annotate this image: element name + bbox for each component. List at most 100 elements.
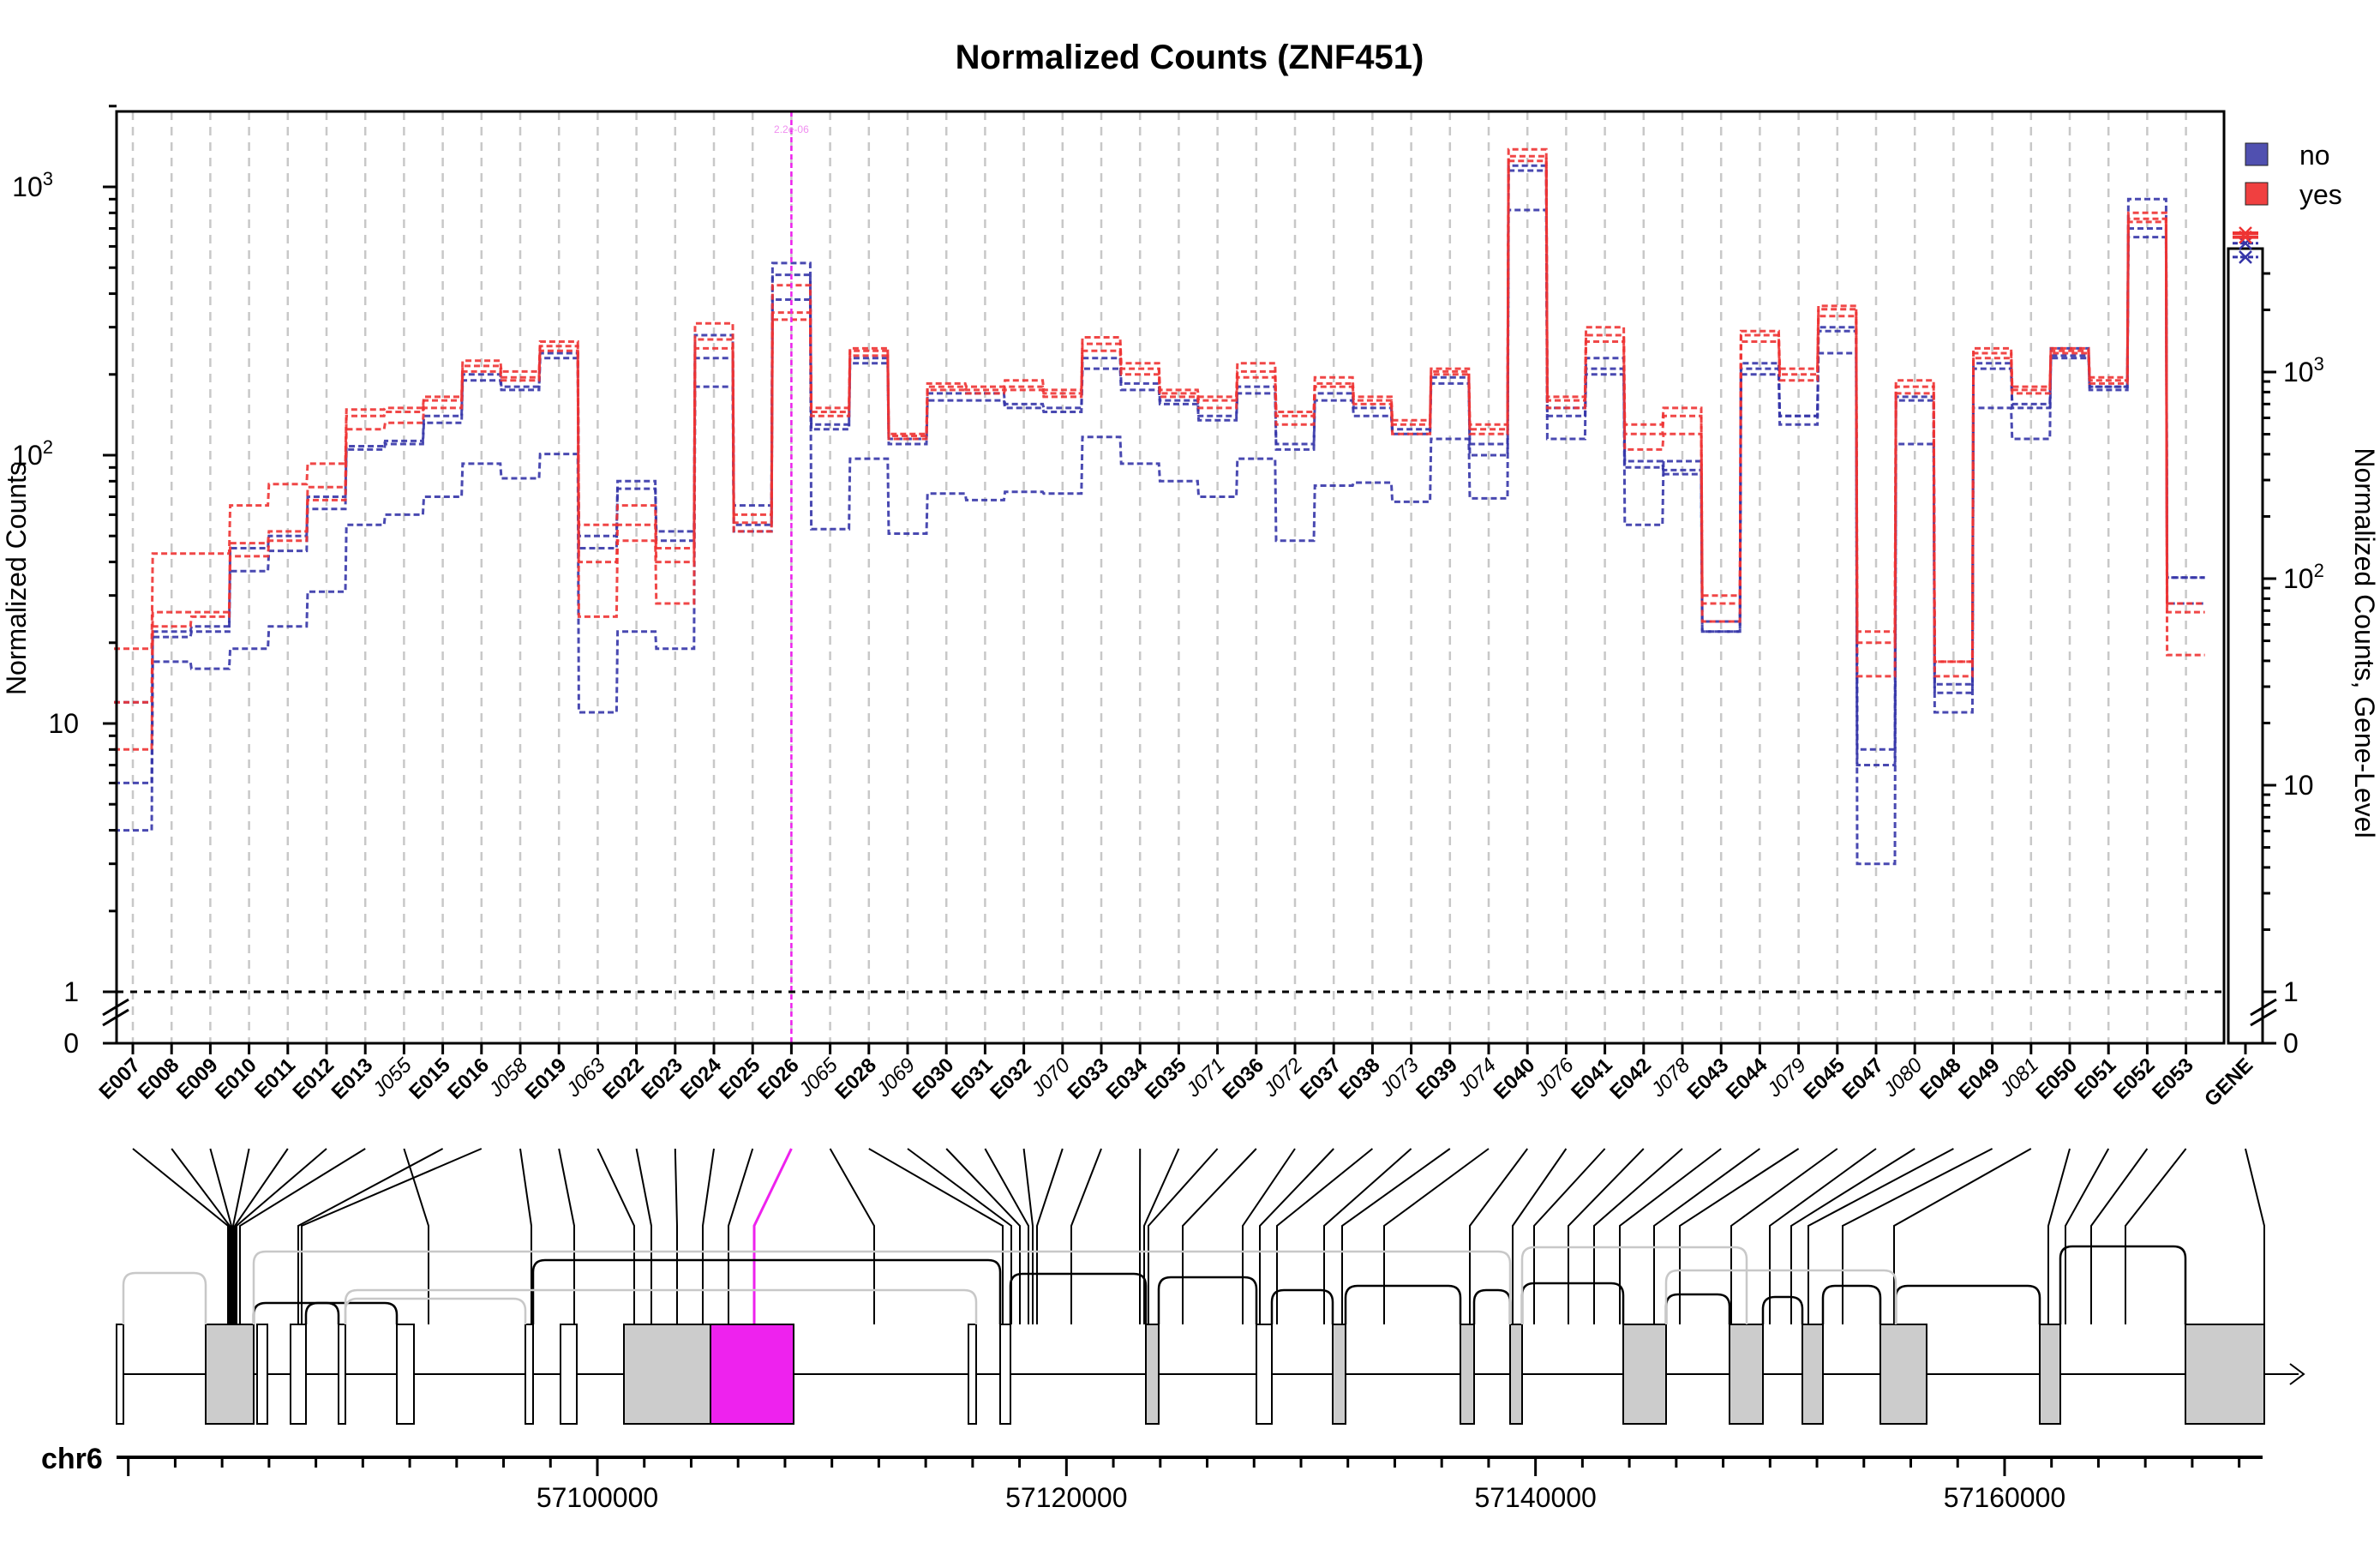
connector-line <box>1593 1148 1683 1324</box>
x-tick-label: J058 <box>484 1054 533 1102</box>
y-tick-label-right: 1 <box>2283 976 2299 1007</box>
connector-line <box>403 1148 429 1324</box>
legend-swatch-no <box>2245 142 2269 166</box>
x-tick-label: E050 <box>2032 1054 2083 1104</box>
connector-line <box>1842 1148 1993 1324</box>
axis-break-right <box>2250 998 2277 1017</box>
chart-title: Normalized Counts (ZNF451) <box>956 39 1424 76</box>
connector-line <box>907 1148 1012 1324</box>
exon-box <box>560 1324 578 1425</box>
x-tick-label: J055 <box>368 1054 417 1102</box>
x-tick-label: E025 <box>715 1054 765 1104</box>
gene-model <box>116 1245 2305 1425</box>
splice-arc <box>252 1250 1512 1324</box>
x-tick-label: E007 <box>95 1054 146 1104</box>
x-tick-label: E024 <box>676 1054 727 1104</box>
x-tick-label: E048 <box>1915 1054 1966 1104</box>
exon-box <box>338 1324 346 1425</box>
series-line-no <box>114 197 2205 866</box>
connector-line <box>234 1148 289 1324</box>
splice-arc <box>1761 1295 1804 1324</box>
connector-line <box>232 1148 250 1324</box>
connector-line <box>1619 1148 1722 1324</box>
grid <box>131 111 2187 1043</box>
strand-arrow-icon <box>2289 1363 2305 1385</box>
x-tick-label: E016 <box>443 1054 494 1104</box>
connector-line <box>1568 1148 1645 1324</box>
exon-box <box>290 1324 307 1425</box>
genome-tick-label: 57140000 <box>1474 1482 1596 1513</box>
splice-arc <box>1270 1288 1334 1324</box>
legend: no yes <box>2245 140 2342 210</box>
splice-arc <box>1520 1282 1625 1324</box>
y-tick-label: 10 <box>48 708 79 739</box>
connector-line <box>984 1148 1029 1324</box>
exon-box <box>1622 1324 1667 1425</box>
x-tick-label: E028 <box>830 1054 881 1104</box>
splice-arc <box>2059 1245 2187 1324</box>
x-tick-label: J063 <box>561 1054 610 1102</box>
exon-box <box>2185 1324 2265 1425</box>
x-tick-label: E023 <box>637 1054 687 1104</box>
x-tick-label: E026 <box>753 1054 804 1104</box>
axis-break <box>102 1008 129 1027</box>
splice-arc <box>1821 1284 1882 1324</box>
x-tick-label: E008 <box>134 1054 184 1104</box>
exon-box <box>1256 1324 1273 1425</box>
exon-box <box>1332 1324 1346 1425</box>
connector-line <box>945 1148 1021 1324</box>
connector-line <box>2065 1148 2110 1324</box>
x-tick-label: E044 <box>1722 1054 1772 1104</box>
splice-arc <box>304 1301 399 1324</box>
connector-line <box>1807 1148 1954 1324</box>
exon-box <box>1145 1324 1160 1425</box>
series-line-yes <box>114 154 2205 704</box>
x-tick-label-gene: GENE <box>2200 1054 2257 1111</box>
x-tick-label: J079 <box>1762 1054 1811 1102</box>
splice-arc <box>1894 1284 2041 1324</box>
x-tick-label: J074 <box>1453 1054 1502 1102</box>
exon-box <box>1729 1324 1764 1425</box>
connector-line <box>1512 1148 1568 1324</box>
x-tick-label: E022 <box>598 1054 649 1104</box>
connector-line <box>558 1148 575 1324</box>
connector-line <box>1259 1148 1334 1324</box>
splice-arc <box>1157 1276 1258 1324</box>
x-tick-label: E019 <box>521 1054 572 1104</box>
y-tick-label-right: 102 <box>2283 560 2324 594</box>
connector-line <box>1769 1148 1877 1324</box>
splice-arc <box>1472 1288 1512 1324</box>
y-axis-label-right: Normalized Counts, Gene-Level <box>2349 447 2380 838</box>
x-tick-label: J073 <box>1375 1054 1424 1102</box>
exon-box <box>623 1324 711 1425</box>
exon-box <box>525 1324 534 1425</box>
exon-box <box>2039 1324 2061 1425</box>
series-line-no <box>114 169 2205 751</box>
x-tick-label: E051 <box>2071 1054 2121 1104</box>
exon-box <box>1509 1324 1523 1425</box>
connector-line <box>596 1148 635 1324</box>
x-tick-label: J081 <box>1994 1054 2043 1102</box>
connector-line <box>868 1148 1004 1324</box>
series-line-yes <box>114 147 2205 663</box>
x-tick-label: E031 <box>947 1054 998 1104</box>
connector-line <box>829 1148 875 1324</box>
chromosome-label: chr6 <box>41 1443 103 1475</box>
connector-line <box>728 1148 754 1324</box>
gene-level-no-point <box>2239 236 2252 250</box>
x-tick-label: J078 <box>1646 1054 1695 1102</box>
connector-line <box>1533 1148 1606 1324</box>
x-tick-label: E039 <box>1412 1054 1462 1104</box>
connector-line <box>1341 1148 1451 1324</box>
x-tick-label: J069 <box>872 1054 920 1102</box>
connector-line <box>1790 1148 1915 1324</box>
series-line-yes <box>114 159 2205 751</box>
connector-line <box>2090 1148 2149 1324</box>
legend-swatch-yes <box>2245 182 2269 206</box>
x-tick-label: E015 <box>405 1054 455 1104</box>
connector-line <box>1036 1148 1064 1324</box>
y-axis-label: Normalized Counts <box>1 462 32 695</box>
connector-line <box>1323 1148 1412 1324</box>
